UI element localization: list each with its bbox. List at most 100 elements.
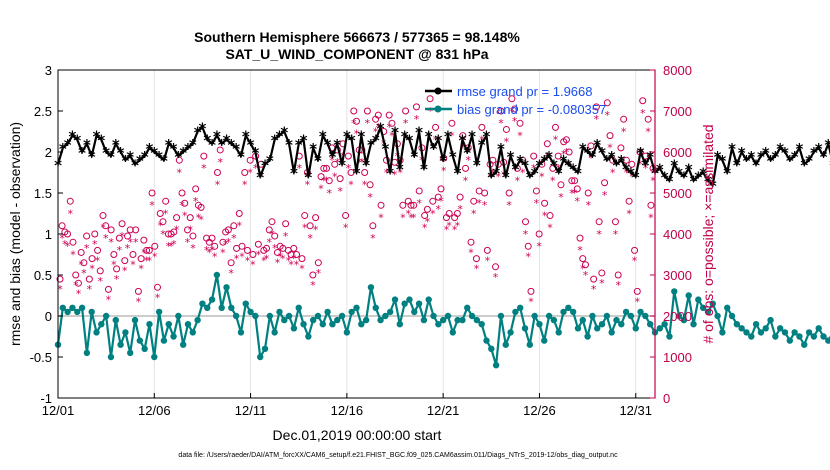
obs-possible-marker [434, 193, 442, 201]
bias-marker [98, 321, 105, 328]
bias-marker [208, 296, 216, 303]
obs-possible-marker [145, 246, 153, 254]
obs-possible-marker [312, 214, 320, 222]
rmse-marker: * [497, 140, 505, 158]
obs-assimilated-marker: * [144, 254, 150, 267]
obs-assimilated-marker: * [228, 267, 234, 280]
obs-assimilated-marker: * [313, 224, 319, 237]
chart-title: Southern Hemisphere 566673 / 577365 = 98… [194, 29, 520, 45]
obs-possible-marker [282, 220, 290, 228]
bias-marker [473, 316, 481, 324]
bias-marker [406, 296, 413, 303]
obs-possible-marker [552, 123, 559, 131]
bias-marker [160, 337, 168, 344]
obs-assimilated-marker: * [591, 283, 597, 296]
obs-assimilated-marker: * [476, 197, 482, 210]
rmse-marker: * [588, 148, 596, 166]
obs-possible-marker [219, 238, 227, 246]
bias-marker [656, 325, 664, 332]
obs-assimilated-marker: * [637, 158, 643, 171]
obs-possible-marker [298, 255, 306, 263]
bias-marker [252, 312, 259, 320]
obs-assimilated-marker: * [299, 263, 305, 276]
obs-assimilated-marker: * [163, 207, 169, 220]
obs-assimilated-marker: * [463, 175, 469, 188]
rmse-marker: * [420, 160, 428, 178]
obs-assimilated-marker: * [365, 117, 371, 130]
rmse-marker: * [309, 140, 317, 158]
obs-assimilated-marker: * [332, 170, 338, 183]
x-tick-label: 12/11 [235, 403, 267, 418]
rmse-marker: * [574, 165, 582, 183]
rmse-marker: * [718, 152, 726, 170]
rmse-marker: * [131, 156, 139, 174]
obs-possible-marker [178, 189, 186, 197]
obs-assimilated-marker: * [468, 246, 474, 259]
obs-assimilated-marker: * [103, 232, 109, 245]
obs-possible-marker [129, 251, 137, 258]
obs-possible-marker [374, 111, 382, 119]
obs-assimilated-marker: * [539, 170, 545, 183]
rmse-marker: * [285, 136, 293, 154]
rmse-marker: * [767, 152, 775, 170]
obs-possible-marker [77, 248, 85, 256]
obs-possible-marker [445, 210, 453, 217]
rmse-marker: * [415, 124, 423, 142]
obs-assimilated-marker: * [408, 211, 414, 224]
rmse-marker: * [179, 144, 187, 162]
bias-marker [411, 308, 418, 316]
rmse-marker: * [444, 128, 452, 146]
bias-marker [454, 316, 461, 324]
obs-assimilated-marker: * [397, 166, 403, 179]
obs-possible-marker [415, 187, 423, 195]
obs-assimilated-marker: * [624, 166, 630, 179]
bias-marker [820, 333, 827, 340]
bias-marker [444, 312, 452, 320]
obs-assimilated-marker: * [122, 265, 128, 278]
bias-marker [492, 362, 500, 369]
rmse-marker: * [815, 140, 823, 158]
obs-assimilated-marker: * [640, 107, 646, 120]
bias-marker [141, 345, 148, 352]
obs-assimilated-marker: * [108, 236, 114, 249]
bias-marker [237, 329, 245, 336]
bias-marker [642, 312, 649, 320]
obs-possible-marker [453, 210, 461, 217]
bias-marker [536, 321, 543, 328]
obs-assimilated-marker: * [553, 134, 559, 147]
obs-possible-marker [385, 111, 393, 119]
rmse-marker: * [189, 136, 197, 154]
obs-assimilated-marker: * [138, 263, 144, 276]
footnote: data file: /Users/raeder/DAI/ATM_forcXX/… [178, 452, 618, 459]
rmse-marker: * [641, 156, 649, 174]
bias-marker [632, 325, 639, 332]
rmse-marker: * [194, 124, 202, 142]
obs-assimilated-marker: * [177, 166, 183, 179]
rmse-marker: * [810, 144, 818, 162]
obs-assimilated-marker: * [594, 113, 600, 126]
rmse-marker: * [511, 160, 519, 178]
obs-assimilated-marker: * [111, 259, 117, 272]
obs-possible-marker [622, 156, 630, 164]
obs-possible-marker [249, 251, 257, 258]
obs-possible-marker [213, 169, 221, 176]
obs-assimilated-marker: * [261, 254, 267, 267]
obs-possible-marker [492, 263, 500, 271]
obs-assimilated-marker: * [335, 156, 341, 169]
obs-assimilated-marker: * [525, 250, 531, 263]
rmse-marker: * [776, 140, 784, 158]
legend-bias-label: bias grand pr = -0.080357 [457, 102, 606, 117]
bias-marker [762, 325, 769, 332]
rmse-marker: * [218, 136, 226, 154]
rmse-marker: * [338, 156, 346, 174]
obs-assimilated-marker: * [245, 254, 251, 267]
obs-possible-marker [159, 218, 167, 226]
obs-assimilated-marker: * [182, 209, 188, 222]
obs-assimilated-marker: * [433, 134, 439, 147]
x-tick-label: 12/26 [523, 403, 556, 418]
rmse-marker: * [738, 144, 746, 162]
rmse-marker: * [685, 160, 693, 178]
rmse-marker: * [526, 169, 534, 187]
obs-possible-marker [581, 261, 589, 269]
obs-assimilated-marker: * [362, 179, 368, 192]
